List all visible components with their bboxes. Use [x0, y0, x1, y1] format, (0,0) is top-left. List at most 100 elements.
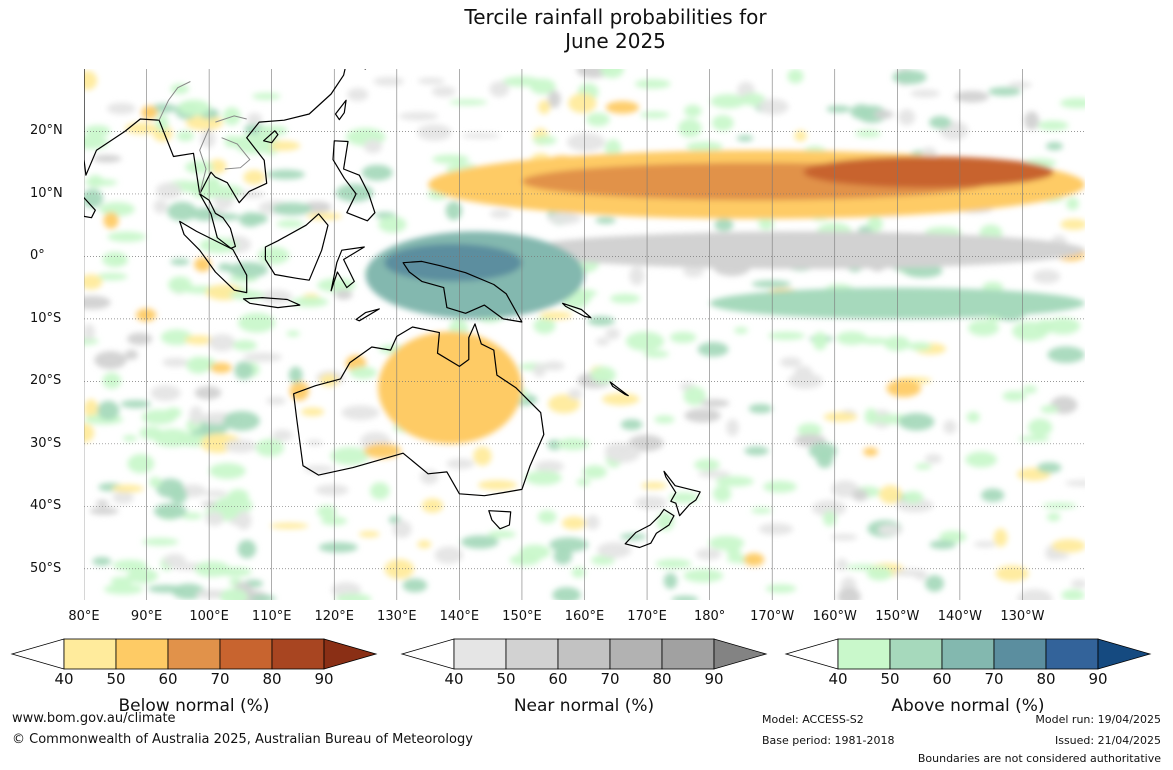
- field-patch: [698, 470, 731, 478]
- colorbar-bin: [271, 638, 325, 670]
- field-patch: [893, 568, 927, 577]
- field-patch: [684, 104, 702, 118]
- field-patch: [84, 274, 103, 290]
- field-patch: [898, 109, 916, 126]
- field-patch: [223, 410, 260, 431]
- field-patch: [185, 160, 214, 174]
- timor-coast: [355, 308, 380, 322]
- field-patch: [317, 278, 356, 293]
- field-patch: [602, 393, 640, 406]
- field-patch: [84, 135, 109, 150]
- field-patch: [874, 110, 894, 119]
- field-patch: [224, 439, 257, 453]
- lat-label: 20°S: [30, 373, 62, 389]
- field-patch: [206, 176, 221, 196]
- field-patch: [358, 530, 380, 538]
- field-patch: [399, 112, 439, 121]
- field-patch: [243, 352, 283, 362]
- field-patch: [110, 576, 133, 586]
- colorbar-max-extension: [323, 638, 378, 670]
- probability-field: [84, 69, 1085, 600]
- field-patch: [794, 130, 807, 142]
- field-patch: [107, 231, 146, 243]
- field-patch: [269, 522, 309, 530]
- field-patch: [547, 90, 561, 109]
- field-patch: [417, 124, 452, 141]
- field-patch: [534, 460, 564, 473]
- field-patch: [1061, 589, 1085, 600]
- field-patch: [84, 399, 99, 419]
- field-patch: [473, 446, 492, 466]
- field-patch: [748, 403, 773, 414]
- lon-label: 80°E: [68, 609, 100, 624]
- field-patch: [151, 103, 177, 113]
- field-patch: [170, 486, 188, 505]
- field-patch: [417, 77, 445, 85]
- field-patch: [272, 202, 312, 216]
- colorbar-min-extension: [784, 638, 839, 670]
- colorbar-bin: [453, 638, 507, 670]
- field-patch: [199, 237, 238, 254]
- field-patch: [794, 365, 813, 380]
- field-patch: [265, 140, 301, 151]
- field-patch: [89, 507, 119, 515]
- field-patch: [634, 79, 671, 89]
- field-patch: [87, 174, 104, 188]
- colorbar-tick-label: 60: [158, 670, 178, 688]
- field-patch: [477, 480, 517, 491]
- field-patch: [571, 566, 586, 578]
- country-border: [158, 81, 191, 121]
- title-line-2: June 2025: [565, 29, 666, 53]
- field-patch: [625, 331, 665, 352]
- field-patch: [210, 362, 232, 374]
- field-patch: [629, 266, 645, 286]
- colorbar-max-extension: [713, 638, 768, 670]
- field-patch: [181, 512, 203, 520]
- south-island-nz-coast: [624, 508, 675, 549]
- lon-label: 160°W: [812, 609, 857, 624]
- copyright-text: © Commonwealth of Australia 2025, Austra…: [12, 732, 473, 747]
- field-patch: [227, 489, 249, 504]
- field-patch: [335, 289, 353, 300]
- field-patch: [758, 98, 789, 115]
- field-patch: [1042, 502, 1077, 509]
- field-patch: [160, 329, 193, 346]
- field-patch: [620, 533, 647, 541]
- field-patch: [431, 86, 456, 97]
- field-patch: [736, 134, 754, 142]
- field-patch: [655, 558, 692, 569]
- field-patch: [539, 311, 573, 320]
- colorbar-bin: [889, 638, 943, 670]
- field-patch: [758, 219, 774, 230]
- new-caledonia-coast: [609, 381, 629, 397]
- field-patch: [257, 125, 288, 137]
- field-patch: [605, 443, 641, 463]
- field-patch: [852, 489, 868, 502]
- field-region-near: [521, 231, 1085, 269]
- field-patch: [102, 251, 128, 268]
- field-patch: [765, 584, 797, 594]
- colorbar-bin: [993, 638, 1047, 670]
- field-patch: [811, 500, 847, 517]
- field-patch: [1008, 81, 1032, 89]
- field-patch: [751, 280, 792, 288]
- field-patch: [741, 93, 766, 106]
- field-patch: [170, 258, 190, 266]
- field-patch: [250, 594, 276, 600]
- sulawesi-coast: [330, 246, 365, 292]
- field-patch: [604, 139, 622, 158]
- field-patch: [605, 328, 620, 340]
- website-link[interactable]: www.bom.gov.au/climate: [12, 711, 176, 726]
- field-patch: [208, 334, 236, 352]
- colorbar-bin: [505, 638, 559, 670]
- lat-label: 30°S: [30, 435, 62, 451]
- field-patch: [576, 289, 592, 304]
- mainland-asia-coast: [84, 69, 367, 204]
- field-patch: [1071, 579, 1085, 589]
- field-patch: [150, 385, 181, 402]
- field-patch: [860, 337, 889, 345]
- lon-label: 100°E: [189, 609, 229, 624]
- field-patch: [102, 372, 122, 389]
- field-patch: [195, 589, 227, 599]
